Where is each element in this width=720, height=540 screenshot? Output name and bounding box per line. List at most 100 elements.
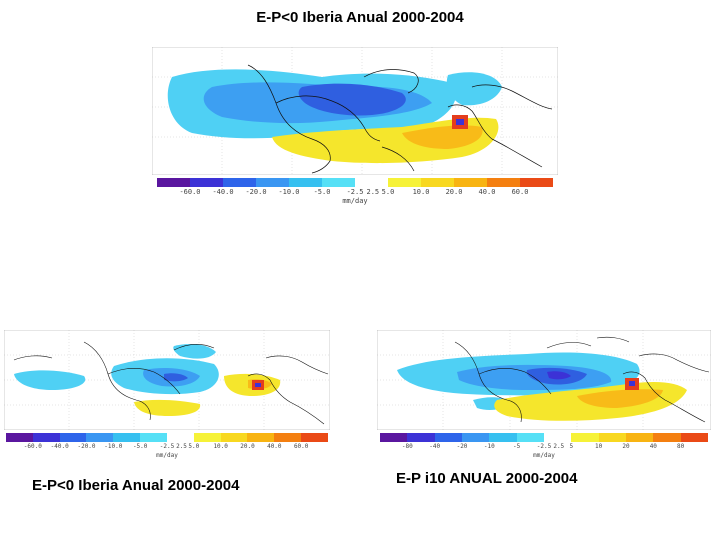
colorbar-tick-label: 2.5 [553, 443, 565, 450]
colorbar-tick-label: 40 [649, 443, 657, 450]
colorbar-tick-label: -2.5 [536, 443, 552, 450]
colorbar-tick-label: 10.0 [213, 443, 228, 450]
colorbar-swatch [653, 433, 681, 442]
colorbar-tick-label: -5.0 [132, 443, 148, 450]
colorbar-tick-label: 10 [595, 443, 603, 450]
colorbar-bottom-left: -60.0 -40.0 -20.0 -10.0 -5.0 -2.5 2.5 5.… [6, 433, 328, 459]
colorbar-units: mm/day [533, 452, 555, 459]
colorbar-tick-label: -60.0 [179, 188, 201, 196]
colorbar-tick-label: -10.0 [104, 443, 123, 450]
colorbar-swatch [190, 178, 223, 187]
colorbar-tick-label: 10.0 [412, 188, 430, 196]
colorbar-tick-label: -10 [483, 443, 495, 450]
negative-flux-field [14, 344, 219, 395]
map-panel-top: -60.0 -40.0 -20.0 -10.0 -5.0 -2.5 2.5 5.… [152, 47, 558, 205]
colorbar-tick-label: -5.0 [313, 188, 331, 196]
colorbar-ticks: -60.0 -40.0 -20.0 -10.0 -5.0 -2.5 2.5 5.… [157, 187, 553, 197]
negative-flux-field [397, 352, 640, 410]
colorbar-tick-label: 2.5 [366, 188, 380, 196]
colorbar-top: -60.0 -40.0 -20.0 -10.0 -5.0 -2.5 2.5 5.… [157, 178, 553, 205]
colorbar-ticks: -60.0 -40.0 -20.0 -10.0 -5.0 -2.5 2.5 5.… [6, 442, 328, 452]
colorbar-tick-label: 2.5 [176, 443, 187, 450]
colorbar-ticks: -80 -40 -20 -10 -5 -2.5 2.5 5 10 20 40 8… [380, 442, 708, 452]
colorbar-swatch [59, 433, 87, 442]
colorbar-tick-label: 20.0 [445, 188, 463, 196]
colorbar-swatch [6, 433, 33, 442]
colorbar-tick-label: -20 [456, 443, 468, 450]
colorbar-tick-label: -40.0 [50, 443, 69, 450]
colorbar-swatch [489, 433, 517, 442]
colorbar-swatch [166, 433, 194, 442]
colorbar-swatch [520, 178, 553, 187]
colorbar-swatch [625, 433, 654, 442]
colorbar-swatch [598, 433, 626, 442]
colorbar-swatch [421, 178, 454, 187]
iberia-source-region [452, 115, 468, 129]
colorbar-swatch [223, 178, 256, 187]
colorbar-swatches [6, 433, 328, 442]
colorbar-swatch [157, 178, 190, 187]
colorbar-tick-label: -5 [513, 443, 521, 450]
colorbar-swatch [301, 433, 328, 442]
colorbar-swatch [680, 433, 708, 442]
colorbar-swatch [543, 433, 572, 442]
colorbar-tick-label: -40.0 [212, 188, 234, 196]
colorbar-swatch [247, 433, 275, 442]
colorbar-tick-label: -20.0 [245, 188, 267, 196]
flux-map-bottom-right [377, 330, 711, 430]
colorbar-swatch [355, 178, 388, 187]
colorbar-swatch [322, 178, 355, 187]
colorbar-tick-label: 5 [569, 443, 574, 450]
colorbar-swatch [113, 433, 141, 442]
map-panel-bottom-left: -60.0 -40.0 -20.0 -10.0 -5.0 -2.5 2.5 5.… [4, 330, 330, 459]
colorbar-tick-label: 40.0 [478, 188, 496, 196]
colorbar-bottom-right: -80 -40 -20 -10 -5 -2.5 2.5 5 10 20 40 8… [380, 433, 708, 459]
colorbar-swatch [220, 433, 248, 442]
colorbar-tick-label: -80 [401, 443, 413, 450]
colorbar-swatch [140, 433, 167, 442]
colorbar-swatch [289, 178, 322, 187]
colorbar-tick-label: 60.0 [511, 188, 529, 196]
coastlines [13, 341, 329, 425]
colorbar-tick-label: -20.0 [77, 443, 96, 450]
colorbar-swatch [380, 433, 408, 442]
colorbar-swatch [274, 433, 302, 442]
colorbar-swatches [157, 178, 553, 187]
colorbar-swatch [32, 433, 60, 442]
colorbar-tick-label: 80 [677, 443, 685, 450]
colorbar-swatch [487, 178, 520, 187]
colorbar-tick-label: -2.5 [159, 443, 175, 450]
colorbar-swatch [86, 433, 114, 442]
colorbar-tick-label: 20.0 [240, 443, 255, 450]
colorbar-swatch [388, 178, 421, 187]
colorbar-units: mm/day [156, 452, 178, 459]
colorbar-swatch [434, 433, 462, 442]
colorbar-swatch [454, 178, 487, 187]
colorbar-swatch [407, 433, 435, 442]
flux-map-top [152, 47, 558, 175]
slide-title: E-P<0 Iberia Anual 2000-2004 [256, 9, 464, 26]
caption-bottom-left: E-P<0 Iberia Anual 2000-2004 [32, 477, 240, 494]
positive-flux-field [494, 382, 687, 421]
negative-flux-field [167, 69, 502, 139]
colorbar-tick-label: 60.0 [293, 443, 309, 450]
flux-map-bottom-left [4, 330, 330, 430]
map-panel-bottom-right: -80 -40 -20 -10 -5 -2.5 2.5 5 10 20 40 8… [377, 330, 711, 459]
colorbar-tick-label: 20 [622, 443, 630, 450]
colorbar-tick-label: 5.0 [188, 443, 200, 450]
iberia-source-region [625, 378, 639, 390]
coastlines [454, 336, 710, 423]
colorbar-swatch [256, 178, 289, 187]
colorbar-units: mm/day [342, 197, 368, 205]
iberia-source-region [252, 380, 264, 390]
colorbar-swatches [380, 433, 708, 442]
colorbar-swatch [193, 433, 221, 442]
colorbar-tick-label: -2.5 [346, 188, 364, 196]
colorbar-tick-label: -10.0 [278, 188, 300, 196]
colorbar-swatch [516, 433, 544, 442]
colorbar-swatch [461, 433, 490, 442]
colorbar-tick-label: 40.0 [267, 443, 282, 450]
coastlines [247, 64, 553, 174]
caption-bottom-right: E-P i10 ANUAL 2000-2004 [396, 470, 578, 487]
colorbar-swatch [571, 433, 599, 442]
